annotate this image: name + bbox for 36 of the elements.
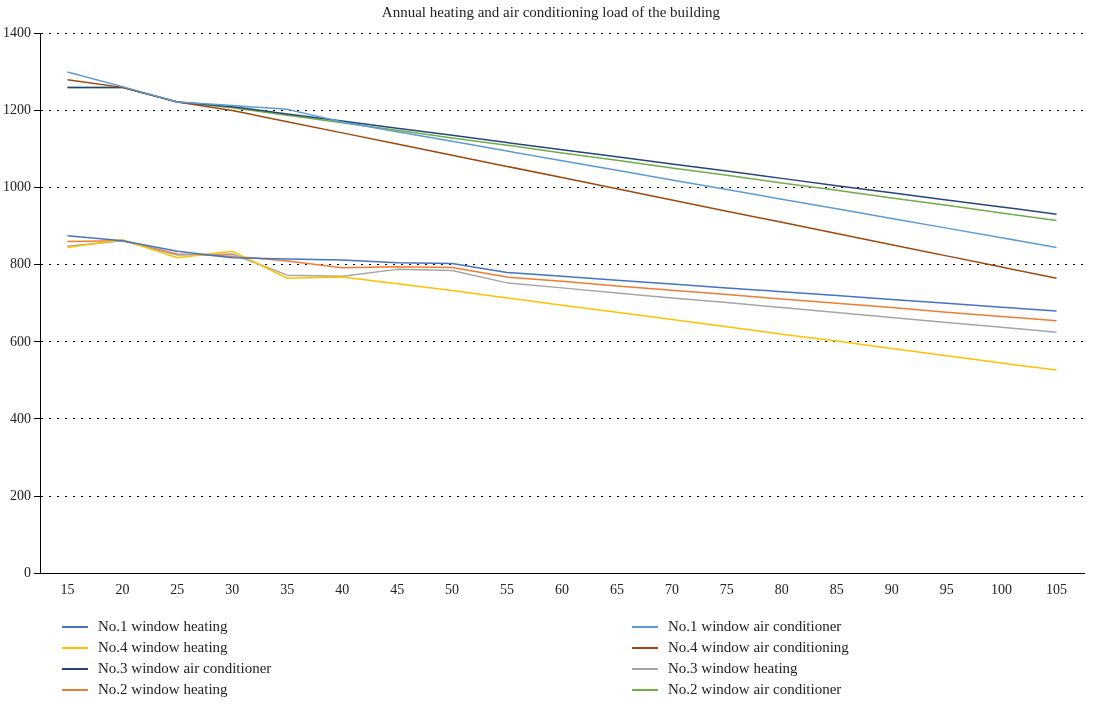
x-tick-label: 105: [1046, 582, 1068, 598]
legend-label: No.4 window heating: [98, 639, 228, 656]
legend-label: No.2 window heating: [98, 681, 228, 698]
legend-label: No.3 window heating: [668, 660, 798, 677]
x-tick-label: 75: [719, 582, 734, 598]
y-tick-label: 1400: [3, 25, 31, 41]
x-tick-label: 55: [500, 582, 515, 598]
legend-label: No.1 window heating: [98, 618, 228, 635]
y-tick-label: 1000: [3, 179, 31, 195]
x-tick-label: 20: [115, 582, 130, 598]
x-tick-label: 85: [829, 582, 844, 598]
legend-label: No.2 window air conditioner: [668, 681, 842, 698]
y-tick-label: 400: [10, 410, 31, 426]
y-tick-label: 800: [10, 256, 31, 272]
y-tick-label: 0: [24, 564, 31, 580]
x-tick-label: 95: [939, 582, 954, 598]
y-tick-label: 200: [10, 487, 31, 503]
x-tick-label: 40: [335, 582, 350, 598]
x-tick-label: 45: [390, 582, 405, 598]
x-tick-label: 80: [774, 582, 789, 598]
chart-title: Annual heating and air conditioning load of the building: [380, 4, 722, 21]
x-tick-label: 60: [555, 582, 569, 598]
legend-label: No.3 window air conditioner: [98, 660, 272, 677]
x-tick-label: 70: [664, 582, 679, 598]
x-tick-label: 25: [170, 582, 185, 598]
y-tick-label: 1200: [3, 102, 31, 118]
x-tick-label: 65: [609, 582, 624, 598]
legend-label: No.4 window air conditioning: [668, 639, 849, 656]
x-tick-label: 15: [60, 582, 75, 598]
x-tick-label: 50: [445, 582, 460, 598]
legend-label: No.1 window air conditioner: [668, 618, 842, 635]
y-tick-label: 600: [10, 333, 31, 349]
x-tick-label: 100: [991, 582, 1013, 598]
x-tick-label: 30: [225, 582, 240, 598]
x-tick-label: 90: [884, 582, 899, 598]
x-tick-label: 35: [280, 582, 295, 598]
